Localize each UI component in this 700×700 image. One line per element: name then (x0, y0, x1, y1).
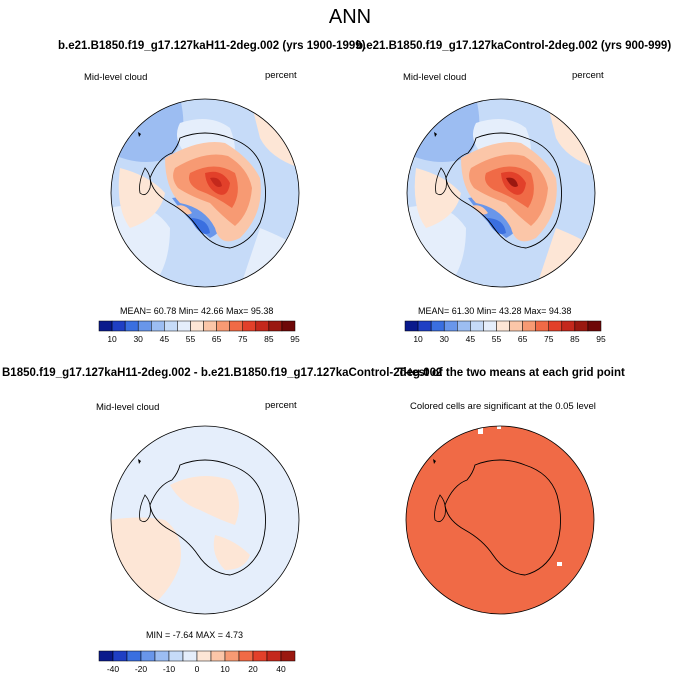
colorbar-absolute-1-swatch (203, 320, 217, 332)
colorbar-difference-swatch (224, 650, 240, 662)
colorbar-absolute-2-swatch (417, 320, 432, 332)
colorbar-difference-swatch (98, 650, 114, 662)
panel1-units-label: percent (265, 70, 297, 81)
colorbar-difference-swatch (252, 650, 268, 662)
colorbar-absolute-1-tick-label: 45 (159, 334, 170, 344)
colorbar-difference-swatch (238, 650, 254, 662)
panel4-nonsignificant-cell (478, 428, 483, 434)
colorbar-absolute-2 (404, 320, 602, 332)
colorbar-difference-tick-label: 10 (220, 664, 230, 674)
colorbar-absolute-1-swatch (281, 320, 296, 332)
colorbar-difference-tick-label: 40 (276, 664, 286, 674)
panel3-polar-map (110, 425, 300, 615)
colorbar-absolute-1-swatch (124, 320, 139, 332)
colorbar-absolute-2-swatch (457, 320, 471, 332)
colorbar-difference-tick-label: -10 (162, 664, 176, 674)
panel3-units-label: percent (265, 400, 297, 411)
panel4-nonsignificant-cell (557, 562, 562, 566)
colorbar-absolute-1-swatch (164, 320, 178, 332)
colorbar-difference-swatch (280, 650, 296, 662)
panel2-polar-map (406, 98, 596, 288)
colorbar-absolute-2-swatch (404, 320, 419, 332)
colorbar-difference-swatch (266, 650, 282, 662)
colorbar-absolute-1-swatch (151, 320, 165, 332)
colorbar-absolute-2-tick-label: 10 (413, 334, 423, 344)
panel2-case-title: b.e21.B1850.f19_g17.127kaControl-2deg.00… (356, 40, 672, 52)
colorbar-absolute-2-tick-label: 85 (570, 334, 580, 344)
colorbar-difference-swatch (168, 650, 184, 662)
colorbar-absolute-1-swatch (190, 320, 204, 332)
colorbar-absolute-2-tick-label: 65 (517, 334, 528, 344)
colorbar-absolute-2-swatch (496, 320, 510, 332)
panel3-case-title: B1850.f19_g17.127kaH11-2deg.002 - b.e21.… (2, 367, 443, 379)
colorbar-absolute-1-swatch (216, 320, 230, 332)
panel4-nonsignificant-cell (497, 426, 501, 429)
colorbar-difference-swatch (154, 650, 170, 662)
panel3-stats: MIN = -7.64 MAX = 4.73 (146, 630, 244, 640)
colorbar-absolute-1-swatch (98, 320, 113, 332)
colorbar-absolute-2-swatch (561, 320, 576, 332)
colorbar-difference-tick-label: 0 (194, 664, 200, 674)
colorbar-absolute-2-tick-label: 30 (439, 334, 449, 344)
colorbar-difference-tick-label: -20 (134, 664, 148, 674)
colorbar-difference (98, 650, 296, 662)
panel1-variable-label: Mid-level cloud (84, 72, 148, 83)
colorbar-difference-tick-label: 20 (248, 664, 258, 674)
colorbar-absolute-2-swatch (430, 320, 445, 332)
panel4-annotation: Colored cells are significant at the 0.0… (410, 401, 596, 412)
colorbar-absolute-1-swatch (111, 320, 126, 332)
colorbar-absolute-2-swatch (522, 320, 536, 332)
panel4-polar-map (405, 425, 595, 615)
panel3-variable-label: Mid-level cloud (96, 402, 160, 413)
panel2-variable-label: Mid-level cloud (403, 72, 467, 83)
colorbar-absolute-2-tick-label: 75 (543, 334, 554, 344)
panel4-significance-field (406, 426, 594, 614)
colorbar-absolute-1-tick-label: 55 (185, 334, 196, 344)
colorbar-absolute-1-swatch (255, 320, 270, 332)
colorbar-absolute-1-tick-label: 85 (264, 334, 274, 344)
panel1-polar-map (110, 98, 300, 288)
colorbar-absolute-1-tick-label: 30 (133, 334, 143, 344)
colorbar-absolute-2-tick-label: 55 (491, 334, 502, 344)
colorbar-difference-swatch (126, 650, 142, 662)
colorbar-absolute-2-swatch (548, 320, 563, 332)
colorbar-difference-swatch (210, 650, 226, 662)
colorbar-absolute-2-swatch (535, 320, 549, 332)
colorbar-difference-tick-label: -40 (106, 664, 120, 674)
colorbar-absolute-1 (98, 320, 296, 332)
colorbar-absolute-1-tick-label: 10 (107, 334, 117, 344)
colorbar-difference-swatch (196, 650, 212, 662)
colorbar-absolute-1-swatch (242, 320, 257, 332)
colorbar-absolute-1-swatch (177, 320, 191, 332)
colorbar-absolute-2-tick-label: 45 (465, 334, 476, 344)
panel2-units-label: percent (572, 70, 604, 81)
colorbar-absolute-2-swatch (470, 320, 484, 332)
colorbar-absolute-2-swatch (443, 320, 458, 332)
colorbar-absolute-2-swatch (509, 320, 523, 332)
colorbar-difference-swatch (112, 650, 128, 662)
panel1-case-title: b.e21.B1850.f19_g17.127kaH11-2deg.002 (y… (58, 40, 366, 52)
colorbar-absolute-2-swatch (587, 320, 602, 332)
colorbar-absolute-1-swatch (268, 320, 283, 332)
colorbar-absolute-1-tick-label: 65 (211, 334, 222, 344)
colorbar-absolute-2-swatch (574, 320, 589, 332)
colorbar-absolute-1-tick-label: 75 (237, 334, 248, 344)
colorbar-difference-swatch (182, 650, 198, 662)
colorbar-absolute-1-tick-label: 95 (290, 334, 300, 344)
figure-title: ANN (328, 6, 372, 28)
colorbar-absolute-1-swatch (229, 320, 243, 332)
panel4-case-title: T-test of the two means at each grid poi… (398, 367, 625, 379)
colorbar-absolute-2-swatch (483, 320, 497, 332)
panel2-stats: MEAN= 61.30 Min= 43.28 Max= 94.38 (418, 306, 572, 316)
colorbar-absolute-2-tick-label: 95 (596, 334, 606, 344)
colorbar-absolute-1-swatch (137, 320, 152, 332)
panel1-stats: MEAN= 60.78 Min= 42.66 Max= 95.38 (120, 306, 274, 316)
colorbar-difference-swatch (140, 650, 156, 662)
